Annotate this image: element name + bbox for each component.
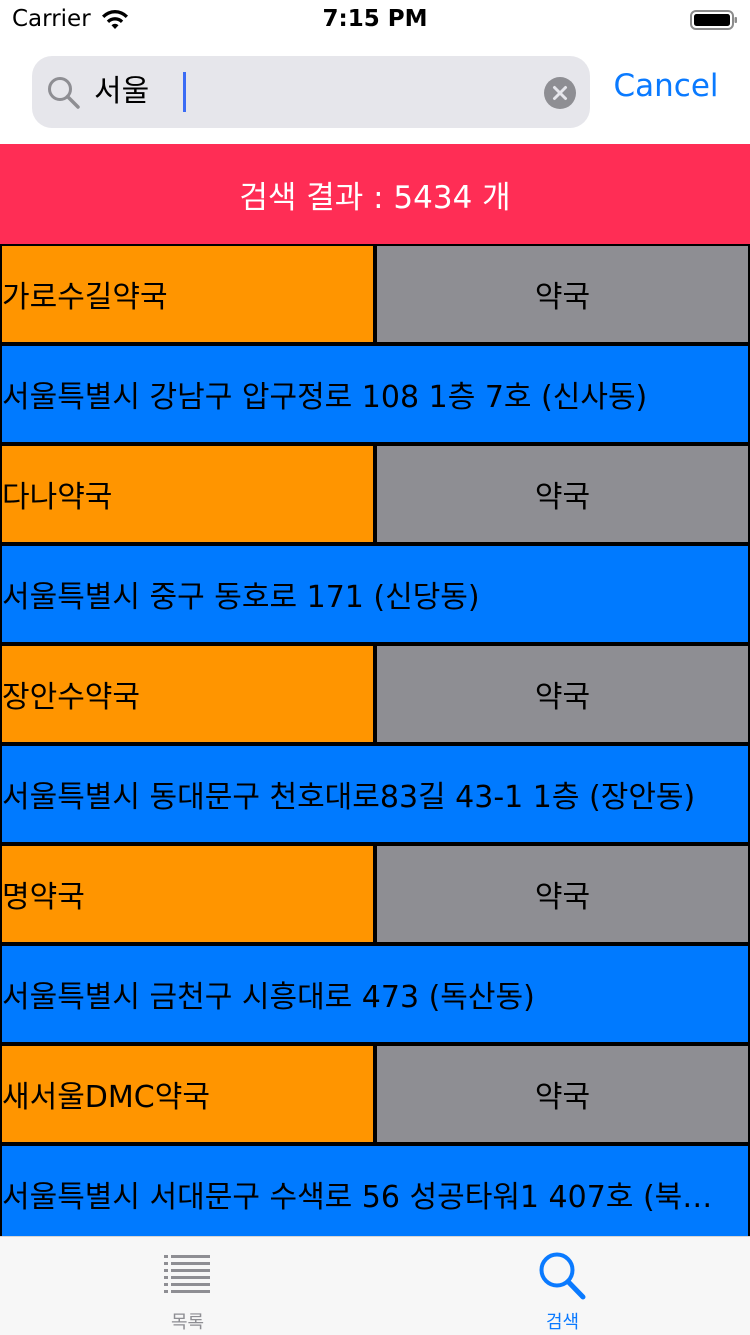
pharmacy-address: 서울특별시 중구 동호로 171 (신당동) (2, 580, 480, 615)
search-bar: Cancel (0, 40, 750, 144)
tab-search-label: 검색 (545, 1312, 580, 1333)
pharmacy-type: 약국 (377, 1046, 748, 1142)
pharmacy-name: 장안수약국 (2, 646, 373, 742)
tab-bar: 목록 검색 (0, 1236, 750, 1335)
list-item-address-row[interactable]: 서울특별시 금천구 시흥대로 473 (독산동) (0, 944, 750, 1044)
search-icon (48, 77, 80, 109)
pharmacy-type: 약국 (377, 446, 748, 542)
pharmacy-address: 서울특별시 금천구 시흥대로 473 (독산동) (2, 980, 535, 1015)
pharmacy-address-cell: 서울특별시 동대문구 천호대로83길 43-1 1층 (장안동) (2, 746, 748, 842)
search-field[interactable] (32, 56, 590, 128)
list-item-name-row[interactable]: 다나약국 약국 (0, 444, 750, 544)
tab-list-label: 목록 (170, 1312, 205, 1333)
pharmacy-address-cell: 서울특별시 강남구 압구정로 108 1층 7호 (신사동) (2, 346, 748, 442)
pharmacy-type: 약국 (377, 246, 748, 342)
list-item-address-row[interactable]: 서울특별시 동대문구 천호대로83길 43-1 1층 (장안동) (0, 744, 750, 844)
list-item-address-row[interactable]: 서울특별시 강남구 압구정로 108 1층 7호 (신사동) (0, 344, 750, 444)
pharmacy-name: 다나약국 (2, 446, 373, 542)
list-item-name-row[interactable]: 새서울DMC약국 약국 (0, 1044, 750, 1144)
pharmacy-type: 약국 (377, 646, 748, 742)
pharmacy-name: 명약국 (2, 846, 373, 942)
pharmacy-name: 가로수길약국 (2, 246, 373, 342)
clear-icon[interactable] (544, 77, 576, 109)
status-bar: Carrier 7:15 PM (0, 0, 750, 40)
carrier-label: Carrier (12, 6, 91, 32)
text-caret (183, 72, 186, 112)
list-item-name-row[interactable]: 명약국 약국 (0, 844, 750, 944)
pharmacy-address: 서울특별시 동대문구 천호대로83길 43-1 1층 (장안동) (2, 780, 696, 815)
list-item-address-row[interactable]: 서울특별시 서대문구 수색로 56 성공타워1 407호 (북… (0, 1144, 750, 1236)
wifi-icon (102, 10, 128, 29)
pharmacy-address-cell: 서울특별시 금천구 시흥대로 473 (독산동) (2, 946, 748, 1042)
pharmacy-address-cell: 서울특별시 중구 동호로 171 (신당동) (2, 546, 748, 642)
results-list[interactable]: 가로수길약국 약국 서울특별시 강남구 압구정로 108 1층 7호 (신사동)… (0, 244, 750, 1236)
pharmacy-name: 새서울DMC약국 (2, 1046, 373, 1142)
list-item-name-row[interactable]: 가로수길약국 약국 (0, 244, 750, 344)
pharmacy-type: 약국 (377, 846, 748, 942)
result-count-header: 검색 결과 : 5434 개 (0, 144, 750, 244)
search-icon (539, 1252, 586, 1300)
list-item-name-row[interactable]: 장안수약국 약국 (0, 644, 750, 744)
status-time: 7:15 PM (322, 6, 428, 32)
list-icon (164, 1255, 210, 1293)
tab-list[interactable]: 목록 (0, 1237, 375, 1335)
battery-icon (690, 10, 737, 30)
result-count-label: 검색 결과 : 5434 개 (239, 179, 511, 216)
pharmacy-address: 서울특별시 서대문구 수색로 56 성공타워1 407호 (북… (2, 1180, 713, 1215)
list-item-address-row[interactable]: 서울특별시 중구 동호로 171 (신당동) (0, 544, 750, 644)
tab-search[interactable]: 검색 (375, 1237, 750, 1335)
search-input[interactable] (94, 70, 534, 114)
pharmacy-address-cell: 서울특별시 서대문구 수색로 56 성공타워1 407호 (북… (2, 1146, 748, 1236)
cancel-button[interactable]: Cancel (613, 68, 719, 104)
pharmacy-address: 서울특별시 강남구 압구정로 108 1층 7호 (신사동) (2, 380, 648, 415)
